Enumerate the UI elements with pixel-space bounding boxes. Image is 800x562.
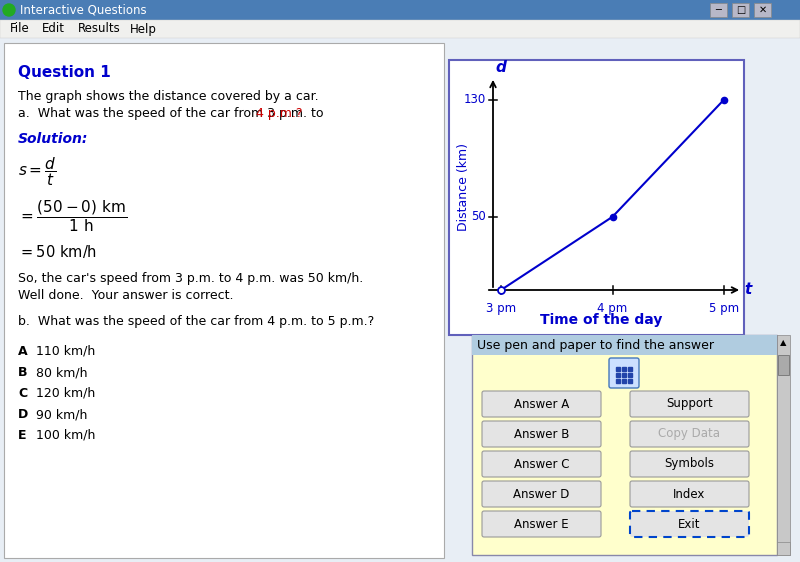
Text: E: E [18,429,26,442]
FancyBboxPatch shape [710,3,727,17]
FancyBboxPatch shape [472,335,777,555]
Text: Well done.  Your answer is correct.: Well done. Your answer is correct. [18,289,234,302]
FancyBboxPatch shape [630,391,749,417]
FancyBboxPatch shape [754,3,771,17]
Text: C: C [18,387,27,400]
Text: 100 km/h: 100 km/h [36,429,95,442]
Text: The graph shows the distance covered by a car.: The graph shows the distance covered by … [18,90,318,103]
Text: Answer A: Answer A [514,397,569,410]
Text: ─: ─ [715,5,722,15]
FancyBboxPatch shape [482,511,601,537]
Text: $= \dfrac{(50 - 0)\ \rm{km}}{1\ \rm{h}}$: $= \dfrac{(50 - 0)\ \rm{km}}{1\ \rm{h}}$ [18,198,127,234]
Text: $= 50\ \rm{km/h}$: $= 50\ \rm{km/h}$ [18,243,97,260]
Text: Answer C: Answer C [514,457,570,470]
Text: B: B [18,366,27,379]
Text: Support: Support [666,397,713,410]
Text: Edit: Edit [42,22,65,35]
Text: Use pen and paper to find the answer: Use pen and paper to find the answer [477,338,714,351]
Text: Distance (km): Distance (km) [457,143,470,231]
Circle shape [3,4,15,16]
Text: 110 km/h: 110 km/h [36,345,95,358]
FancyBboxPatch shape [0,0,800,20]
Text: ▲: ▲ [780,338,786,347]
FancyBboxPatch shape [609,358,639,388]
Text: $s = \dfrac{d}{t}$: $s = \dfrac{d}{t}$ [18,155,57,188]
FancyBboxPatch shape [482,481,601,507]
FancyBboxPatch shape [630,511,749,537]
Text: Symbols: Symbols [665,457,714,470]
Text: ✕: ✕ [758,5,766,15]
FancyBboxPatch shape [4,43,444,558]
Text: Index: Index [674,487,706,501]
Text: Answer B: Answer B [514,428,569,441]
Text: Results: Results [78,22,121,35]
Text: □: □ [736,5,745,15]
FancyBboxPatch shape [482,451,601,477]
Text: 4 pm: 4 pm [598,302,628,315]
Text: 50: 50 [471,210,486,223]
Text: Solution:: Solution: [18,132,88,146]
Text: 4 p.m.?: 4 p.m.? [256,107,302,120]
FancyBboxPatch shape [630,481,749,507]
FancyBboxPatch shape [778,355,789,375]
Text: 130: 130 [464,93,486,106]
FancyBboxPatch shape [777,542,790,555]
Text: Help: Help [130,22,157,35]
Text: Time of the day: Time of the day [540,313,662,327]
Text: Copy Data: Copy Data [658,428,721,441]
Text: Interactive Questions: Interactive Questions [20,3,146,16]
Text: 120 km/h: 120 km/h [36,387,95,400]
FancyBboxPatch shape [630,451,749,477]
Text: 90 km/h: 90 km/h [36,408,87,421]
Text: Question 1: Question 1 [18,65,110,80]
FancyBboxPatch shape [777,335,790,555]
FancyBboxPatch shape [482,421,601,447]
Text: D: D [18,408,28,421]
FancyBboxPatch shape [449,60,744,335]
Text: d: d [495,60,506,75]
FancyBboxPatch shape [472,335,777,355]
Text: Answer D: Answer D [514,487,570,501]
Text: File: File [10,22,30,35]
Text: 80 km/h: 80 km/h [36,366,87,379]
Text: Exit: Exit [678,518,701,531]
Text: So, the car's speed from 3 p.m. to 4 p.m. was 50 km/h.: So, the car's speed from 3 p.m. to 4 p.m… [18,272,363,285]
FancyBboxPatch shape [0,20,800,38]
Text: A: A [18,345,28,358]
FancyBboxPatch shape [482,391,601,417]
Text: 5 pm: 5 pm [709,302,739,315]
Text: b.  What was the speed of the car from 4 p.m. to 5 p.m.?: b. What was the speed of the car from 4 … [18,315,374,328]
Text: ▼: ▼ [780,542,786,551]
FancyBboxPatch shape [0,38,800,562]
Text: t: t [744,283,751,297]
FancyBboxPatch shape [732,3,749,17]
Text: 3 pm: 3 pm [486,302,516,315]
Text: Answer E: Answer E [514,518,569,531]
Text: a.  What was the speed of the car from 3 p.m. to: a. What was the speed of the car from 3 … [18,107,327,120]
FancyBboxPatch shape [630,421,749,447]
